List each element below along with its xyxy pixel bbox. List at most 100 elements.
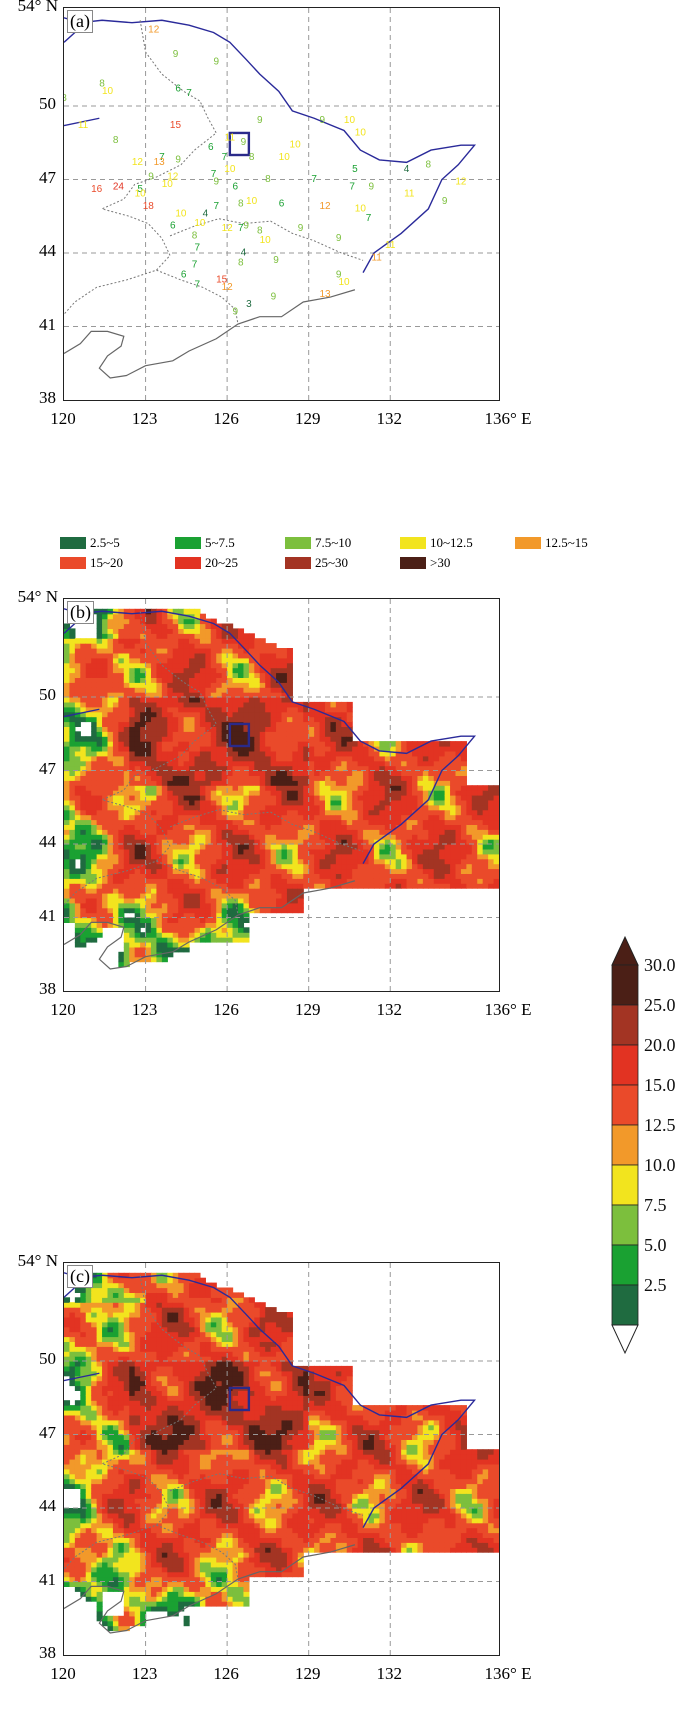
field-cell [96, 1561, 103, 1568]
field-cell [488, 814, 495, 821]
field-cell [210, 775, 217, 781]
field-cell [444, 848, 451, 855]
field-cell [270, 701, 277, 708]
field-cell [297, 888, 304, 894]
field-cell [248, 829, 255, 835]
field-cell [259, 863, 266, 870]
field-cell [172, 652, 179, 659]
field-cell [134, 736, 141, 742]
field-cell [281, 750, 288, 757]
field-cell [493, 824, 499, 830]
station-value: 6 [279, 198, 285, 209]
field-cell [156, 701, 163, 708]
field-cell [325, 746, 332, 752]
field-cell [80, 853, 87, 860]
field-cell [477, 844, 484, 850]
field-cell [172, 721, 179, 727]
field-cell [156, 750, 163, 757]
field-cell [145, 726, 152, 732]
field-cell [227, 912, 234, 919]
field-cell [107, 873, 114, 879]
field-cell [238, 932, 245, 938]
field-cell [91, 858, 98, 865]
field-cell [123, 652, 130, 659]
field-cell [227, 657, 234, 664]
field-cell [417, 848, 424, 855]
station-value: 10 [338, 277, 350, 288]
field-cell [91, 1522, 98, 1529]
field-cell [210, 917, 217, 923]
field-cell [74, 1385, 81, 1391]
field-cell [232, 662, 239, 669]
field-cell [64, 848, 71, 855]
field-cell [102, 1410, 109, 1416]
field-cell [178, 687, 185, 693]
field-cell [129, 829, 136, 835]
field-cell [335, 760, 342, 767]
field-cell [373, 795, 380, 801]
field-cell [319, 706, 326, 713]
field-cell [450, 858, 457, 865]
field-cell [259, 839, 266, 845]
field-cell [254, 785, 261, 791]
field-cell [259, 736, 266, 742]
field-cell [482, 844, 489, 850]
field-cell [254, 848, 261, 855]
field-cell [341, 795, 348, 801]
field-cell [346, 770, 353, 776]
field-cell [107, 1522, 114, 1529]
field-cell [238, 897, 245, 904]
field-cell [102, 687, 109, 693]
field-cell [123, 1581, 130, 1587]
field-cell [444, 858, 451, 865]
field-cell [91, 1439, 98, 1445]
field-cell [96, 834, 103, 840]
field-cell [276, 863, 283, 870]
field-cell [161, 829, 168, 835]
field-cell [439, 785, 446, 791]
field-cell [172, 687, 179, 693]
field-cell [123, 1287, 130, 1293]
field-cell [270, 785, 277, 791]
field-cell [140, 1591, 147, 1597]
field-cell [363, 853, 370, 860]
field-cell [80, 1517, 87, 1524]
field-cell [118, 1561, 125, 1568]
field-cell [91, 706, 98, 713]
field-cell [183, 814, 190, 821]
field-cell [368, 844, 375, 850]
field-cell [112, 1444, 119, 1450]
field-cell [352, 755, 359, 762]
field-cell [112, 618, 119, 625]
field-cell [194, 917, 201, 923]
field-cell [102, 1615, 109, 1622]
field-cell [417, 819, 424, 825]
field-cell [303, 853, 310, 860]
field-cell [145, 750, 152, 757]
field-cell [259, 790, 266, 796]
field-cell [297, 736, 304, 742]
field-cell [216, 746, 223, 752]
field-cell [259, 853, 266, 860]
field-cell [482, 839, 489, 845]
field-cell [444, 844, 451, 850]
station-value: 10 [224, 164, 236, 175]
field-cell [303, 799, 310, 806]
field-cell [112, 1346, 119, 1352]
field-cell [270, 770, 277, 776]
field-cell [216, 697, 223, 703]
field-cell [80, 795, 87, 801]
field-cell [102, 1561, 109, 1568]
field-cell [123, 1277, 130, 1284]
field-cell [112, 711, 119, 718]
field-cell [178, 829, 185, 835]
field-cell [341, 863, 348, 870]
field-cell [439, 770, 446, 776]
field-cell [91, 1468, 98, 1475]
field-cell [259, 726, 266, 732]
field-cell [205, 863, 212, 870]
field-cell [102, 677, 109, 683]
field-cell [276, 785, 283, 791]
field-cell [123, 785, 130, 791]
field-cell [74, 790, 81, 796]
